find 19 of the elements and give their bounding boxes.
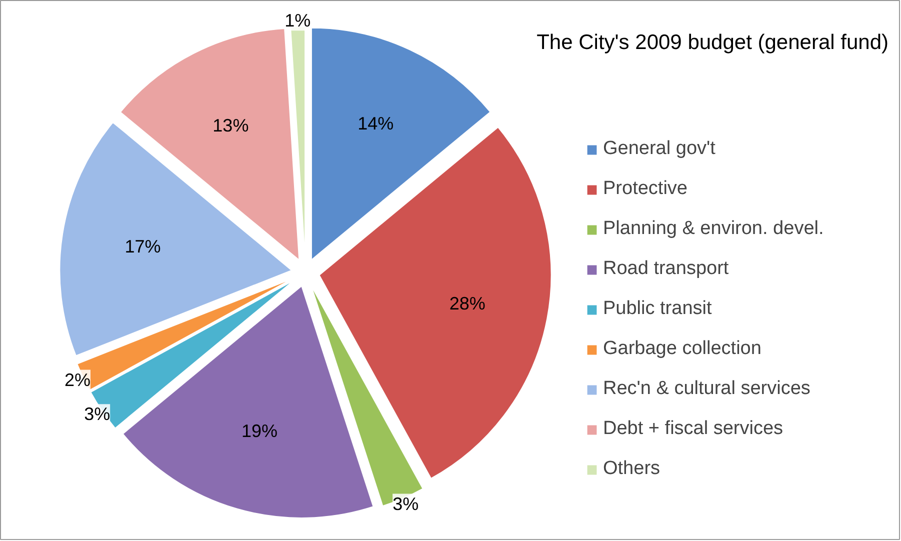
legend-label: Public transit [603,298,712,320]
legend-label: Planning & environ. devel. [603,218,824,240]
legend-label: Others [603,458,660,480]
legend-label: Debt + fiscal services [603,418,784,440]
data-label: 3% [84,404,110,424]
data-label: 1% [284,10,311,31]
text: The City's 2009 budget (general fund) [536,31,889,54]
data-label: 28% [449,293,486,314]
data-label: 2% [64,370,90,390]
data-label: 17% [124,236,161,257]
legend-label: Rec'n & cultural services [603,378,810,400]
data-label: 13% [212,116,249,136]
data-label: 3% [392,494,419,514]
data-label: 14% [358,113,394,134]
legend-label: Garbage collection [603,338,762,360]
legend-label: General gov't [603,138,716,160]
legend-label: Road transport [603,258,729,280]
legend-label: Protective [603,178,688,200]
data-label: 19% [242,420,278,441]
